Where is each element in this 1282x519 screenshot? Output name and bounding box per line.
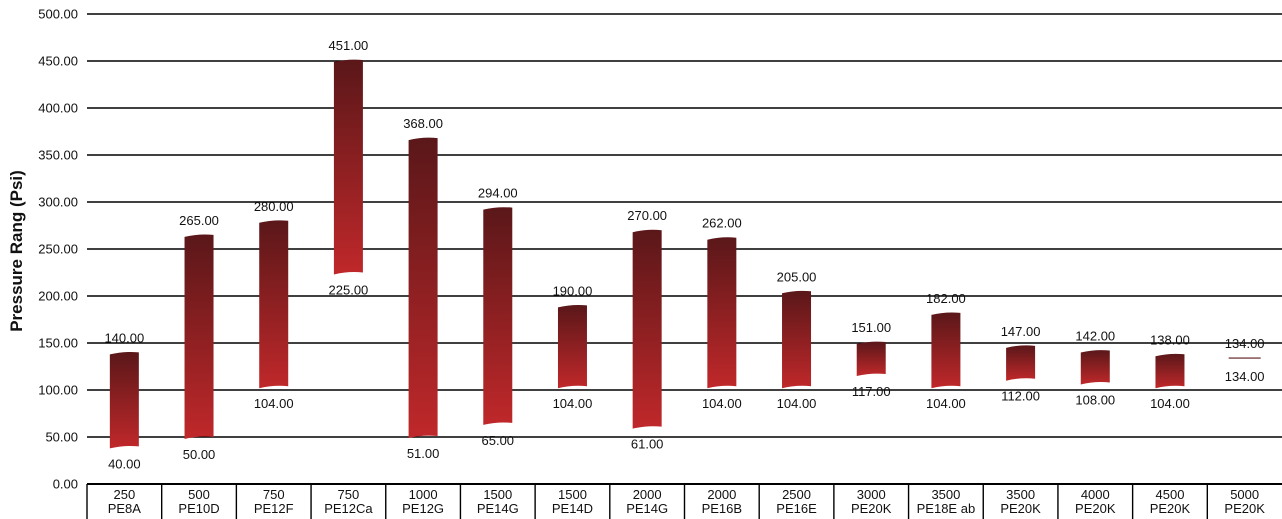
low-value-label: 104.00 [1150,396,1190,411]
y-tick-labels: 0.00 50.00 100.00 150.00 200.00 250.00 300.00 3… [38,7,78,492]
range-bar [483,207,513,425]
category-label-line1: 3000 [857,487,886,502]
high-value-label: 294.00 [478,186,518,201]
category-label-line2: PE20K [1224,501,1265,516]
category-label-line2: PE10D [178,501,219,516]
category-label-line2: PE18E ab [917,501,976,516]
category-label-line2: PE16E [776,501,817,516]
high-value-label: 147.00 [1001,324,1041,339]
category-label-line2: PE12G [402,501,444,516]
low-value-label: 117.00 [852,384,891,399]
category-label-line1: 5000 [1230,487,1259,502]
low-value-label: 104.00 [926,396,966,411]
y-tick-label: 300.00 [38,195,78,210]
low-value-label: 61.00 [631,437,664,452]
category-label-line1: 4000 [1081,487,1110,502]
y-tick-label: 350.00 [38,148,78,163]
range-bar [408,137,438,439]
category-label-line2: PE20K [1075,501,1116,516]
y-tick-label: 100.00 [38,383,78,398]
range-bar [1006,345,1036,381]
high-value-label: 142.00 [1075,329,1115,344]
category-label-line2: PE8A [108,501,142,516]
range-bar [931,312,961,389]
bars [109,59,1261,449]
low-value-label: 108.00 [1075,392,1115,407]
category-label-line1: 2500 [782,487,811,502]
category-label-line1: 1500 [483,487,512,502]
range-bar [109,351,139,449]
category-label-line1: 2000 [633,487,662,502]
high-value-label: 265.00 [179,213,219,228]
high-value-label: 205.00 [777,269,817,284]
category-label-line1: 750 [338,487,360,502]
category-label-line2: PE14G [477,501,519,516]
category-label-line2: PE14G [626,501,668,516]
low-value-label: 50.00 [183,447,216,462]
category-label-line1: 3500 [1006,487,1035,502]
range-bar [1080,350,1110,385]
y-tick-label: 400.00 [38,101,78,116]
category-label-line1: 750 [263,487,285,502]
low-value-label: 51.00 [407,446,440,461]
category-label-line2: PE20K [851,501,892,516]
category-label-line1: 3500 [931,487,960,502]
y-tick-label: 50.00 [45,430,78,445]
category-label-line2: PE20K [1150,501,1191,516]
category-labels: 250PE8A500PE10D750PE12F750PE12Ca1000PE12… [86,484,1265,519]
category-label-line2: PE20K [1000,501,1041,516]
y-tick-label: 0.00 [53,477,78,492]
low-value-label: 104.00 [777,396,817,411]
category-label-line1: 500 [188,487,210,502]
category-label-line1: 250 [113,487,135,502]
y-axis-title: Pressure Rang (Psi) [7,170,26,332]
range-bar [782,290,812,389]
high-value-label: 140.00 [104,330,144,345]
category-label-line1: 1000 [409,487,438,502]
high-value-label: 190.00 [553,283,593,298]
category-label-line1: 4500 [1156,487,1185,502]
high-value-label: 270.00 [627,208,667,223]
y-tick-label: 450.00 [38,54,78,69]
low-value-label: 104.00 [553,396,593,411]
y-tick-label: 500.00 [38,7,78,22]
low-value-label: 104.00 [254,396,294,411]
category-label-line2: PE14D [552,501,593,516]
low-value-label: 134.00 [1225,369,1265,384]
high-value-label: 451.00 [329,38,369,53]
y-tick-label: 200.00 [38,289,78,304]
category-label-line1: 1500 [558,487,587,502]
category-label-line2: PE16B [702,501,742,516]
high-value-label: 138.00 [1150,332,1190,347]
high-value-label: 280.00 [254,199,294,214]
range-bar [184,234,214,439]
range-bar [557,304,587,389]
y-tick-label: 250.00 [38,242,78,257]
range-bar [632,229,662,429]
high-value-label: 182.00 [926,291,966,306]
range-bar [707,237,737,389]
low-value-label: 40.00 [108,456,141,471]
range-bar [259,220,289,389]
low-value-label: 225.00 [329,283,369,298]
low-value-label: 112.00 [1001,389,1040,404]
low-value-label: 65.00 [482,433,515,448]
category-label-line1: 2000 [707,487,736,502]
high-value-label: 134.00 [1225,336,1265,351]
high-value-label: 368.00 [403,116,443,131]
y-tick-label: 150.00 [38,336,78,351]
category-label-line2: PE12Ca [324,501,373,516]
high-value-label: 262.00 [702,216,742,231]
range-bar [856,341,886,377]
value-labels: 140.00 40.00 265.00 50.00 280.00 104.00 451.00… [104,38,1264,471]
range-bar [1155,353,1185,389]
high-value-label: 151.00 [851,320,891,335]
range-bar [333,59,363,275]
low-value-label: 104.00 [702,396,742,411]
category-label-line2: PE12F [254,501,294,516]
